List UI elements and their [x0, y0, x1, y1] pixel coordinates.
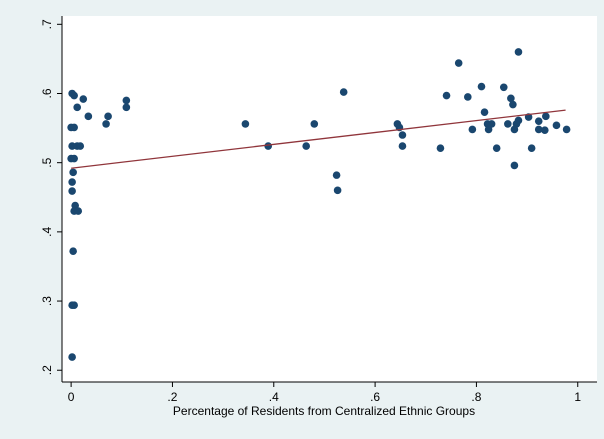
- y-tick-label: .4: [40, 227, 54, 237]
- scatter-point: [332, 171, 341, 179]
- scatter-point: [70, 123, 78, 132]
- scatter-point: [264, 142, 272, 150]
- scatter-point: [487, 120, 496, 128]
- scatter-point: [70, 301, 78, 310]
- scatter-point: [480, 108, 489, 116]
- scatter-point: [76, 142, 85, 150]
- scatter-point: [68, 353, 76, 361]
- scatter-point: [499, 83, 508, 92]
- y-tick-label: .6: [40, 88, 54, 98]
- scatter-point: [541, 126, 549, 134]
- scatter-point: [477, 82, 486, 91]
- x-axis-label: Percentage of Residents from Centralized…: [173, 404, 475, 418]
- scatter-point: [302, 142, 310, 150]
- scatter-point: [69, 247, 77, 256]
- scatter-point: [68, 178, 76, 186]
- scatter-point: [398, 142, 407, 150]
- scatter-point: [70, 91, 78, 100]
- scatter-point: [562, 125, 571, 134]
- x-tick-label: 1: [574, 390, 581, 404]
- scatter-point: [241, 120, 250, 128]
- scatter-point: [552, 121, 561, 130]
- scatter-point: [68, 187, 76, 195]
- scatter-point: [398, 131, 407, 139]
- scatter-point: [333, 186, 342, 195]
- scatter-point: [84, 112, 93, 121]
- x-tick-label: 0: [68, 390, 75, 404]
- scatter-point: [464, 93, 472, 101]
- scatter-point: [436, 144, 445, 152]
- scatter-point: [542, 112, 550, 121]
- scatter-point: [492, 144, 501, 152]
- y-tick-label: .7: [40, 19, 54, 29]
- scatter-point: [509, 100, 517, 109]
- scatter-point: [122, 103, 131, 112]
- scatter-point: [79, 95, 88, 103]
- scatter-point: [122, 96, 131, 105]
- scatter-point: [484, 125, 493, 134]
- scatter-point: [454, 59, 463, 67]
- scatter-point: [527, 144, 536, 152]
- scatter-point: [534, 125, 543, 134]
- scatter-point: [104, 112, 112, 121]
- y-tick-label: .2: [40, 365, 54, 375]
- scatter-point: [310, 120, 319, 128]
- scatter-point: [74, 207, 83, 215]
- scatter-point: [534, 117, 543, 125]
- scatter-point: [69, 168, 77, 177]
- x-tick-label: .6: [370, 390, 380, 404]
- scatter-point: [514, 116, 523, 125]
- y-tick-label: .5: [40, 157, 54, 167]
- x-tick-label: .8: [471, 390, 481, 404]
- scatter-point: [510, 161, 519, 170]
- scatter-point: [102, 120, 110, 128]
- y-tick-label: .3: [40, 296, 54, 306]
- x-tick-label: .4: [269, 390, 279, 404]
- scatter-point: [339, 88, 348, 96]
- scatter-point: [514, 48, 523, 56]
- scatter-point: [73, 103, 81, 112]
- scatter-point: [504, 120, 512, 128]
- scatter-point: [70, 154, 78, 163]
- x-tick-label: .2: [167, 390, 177, 404]
- fit-line: [71, 109, 566, 169]
- scatter-point: [442, 91, 451, 100]
- scatter-point: [468, 125, 477, 134]
- plot-area: [62, 16, 597, 382]
- scatter-point: [507, 94, 515, 103]
